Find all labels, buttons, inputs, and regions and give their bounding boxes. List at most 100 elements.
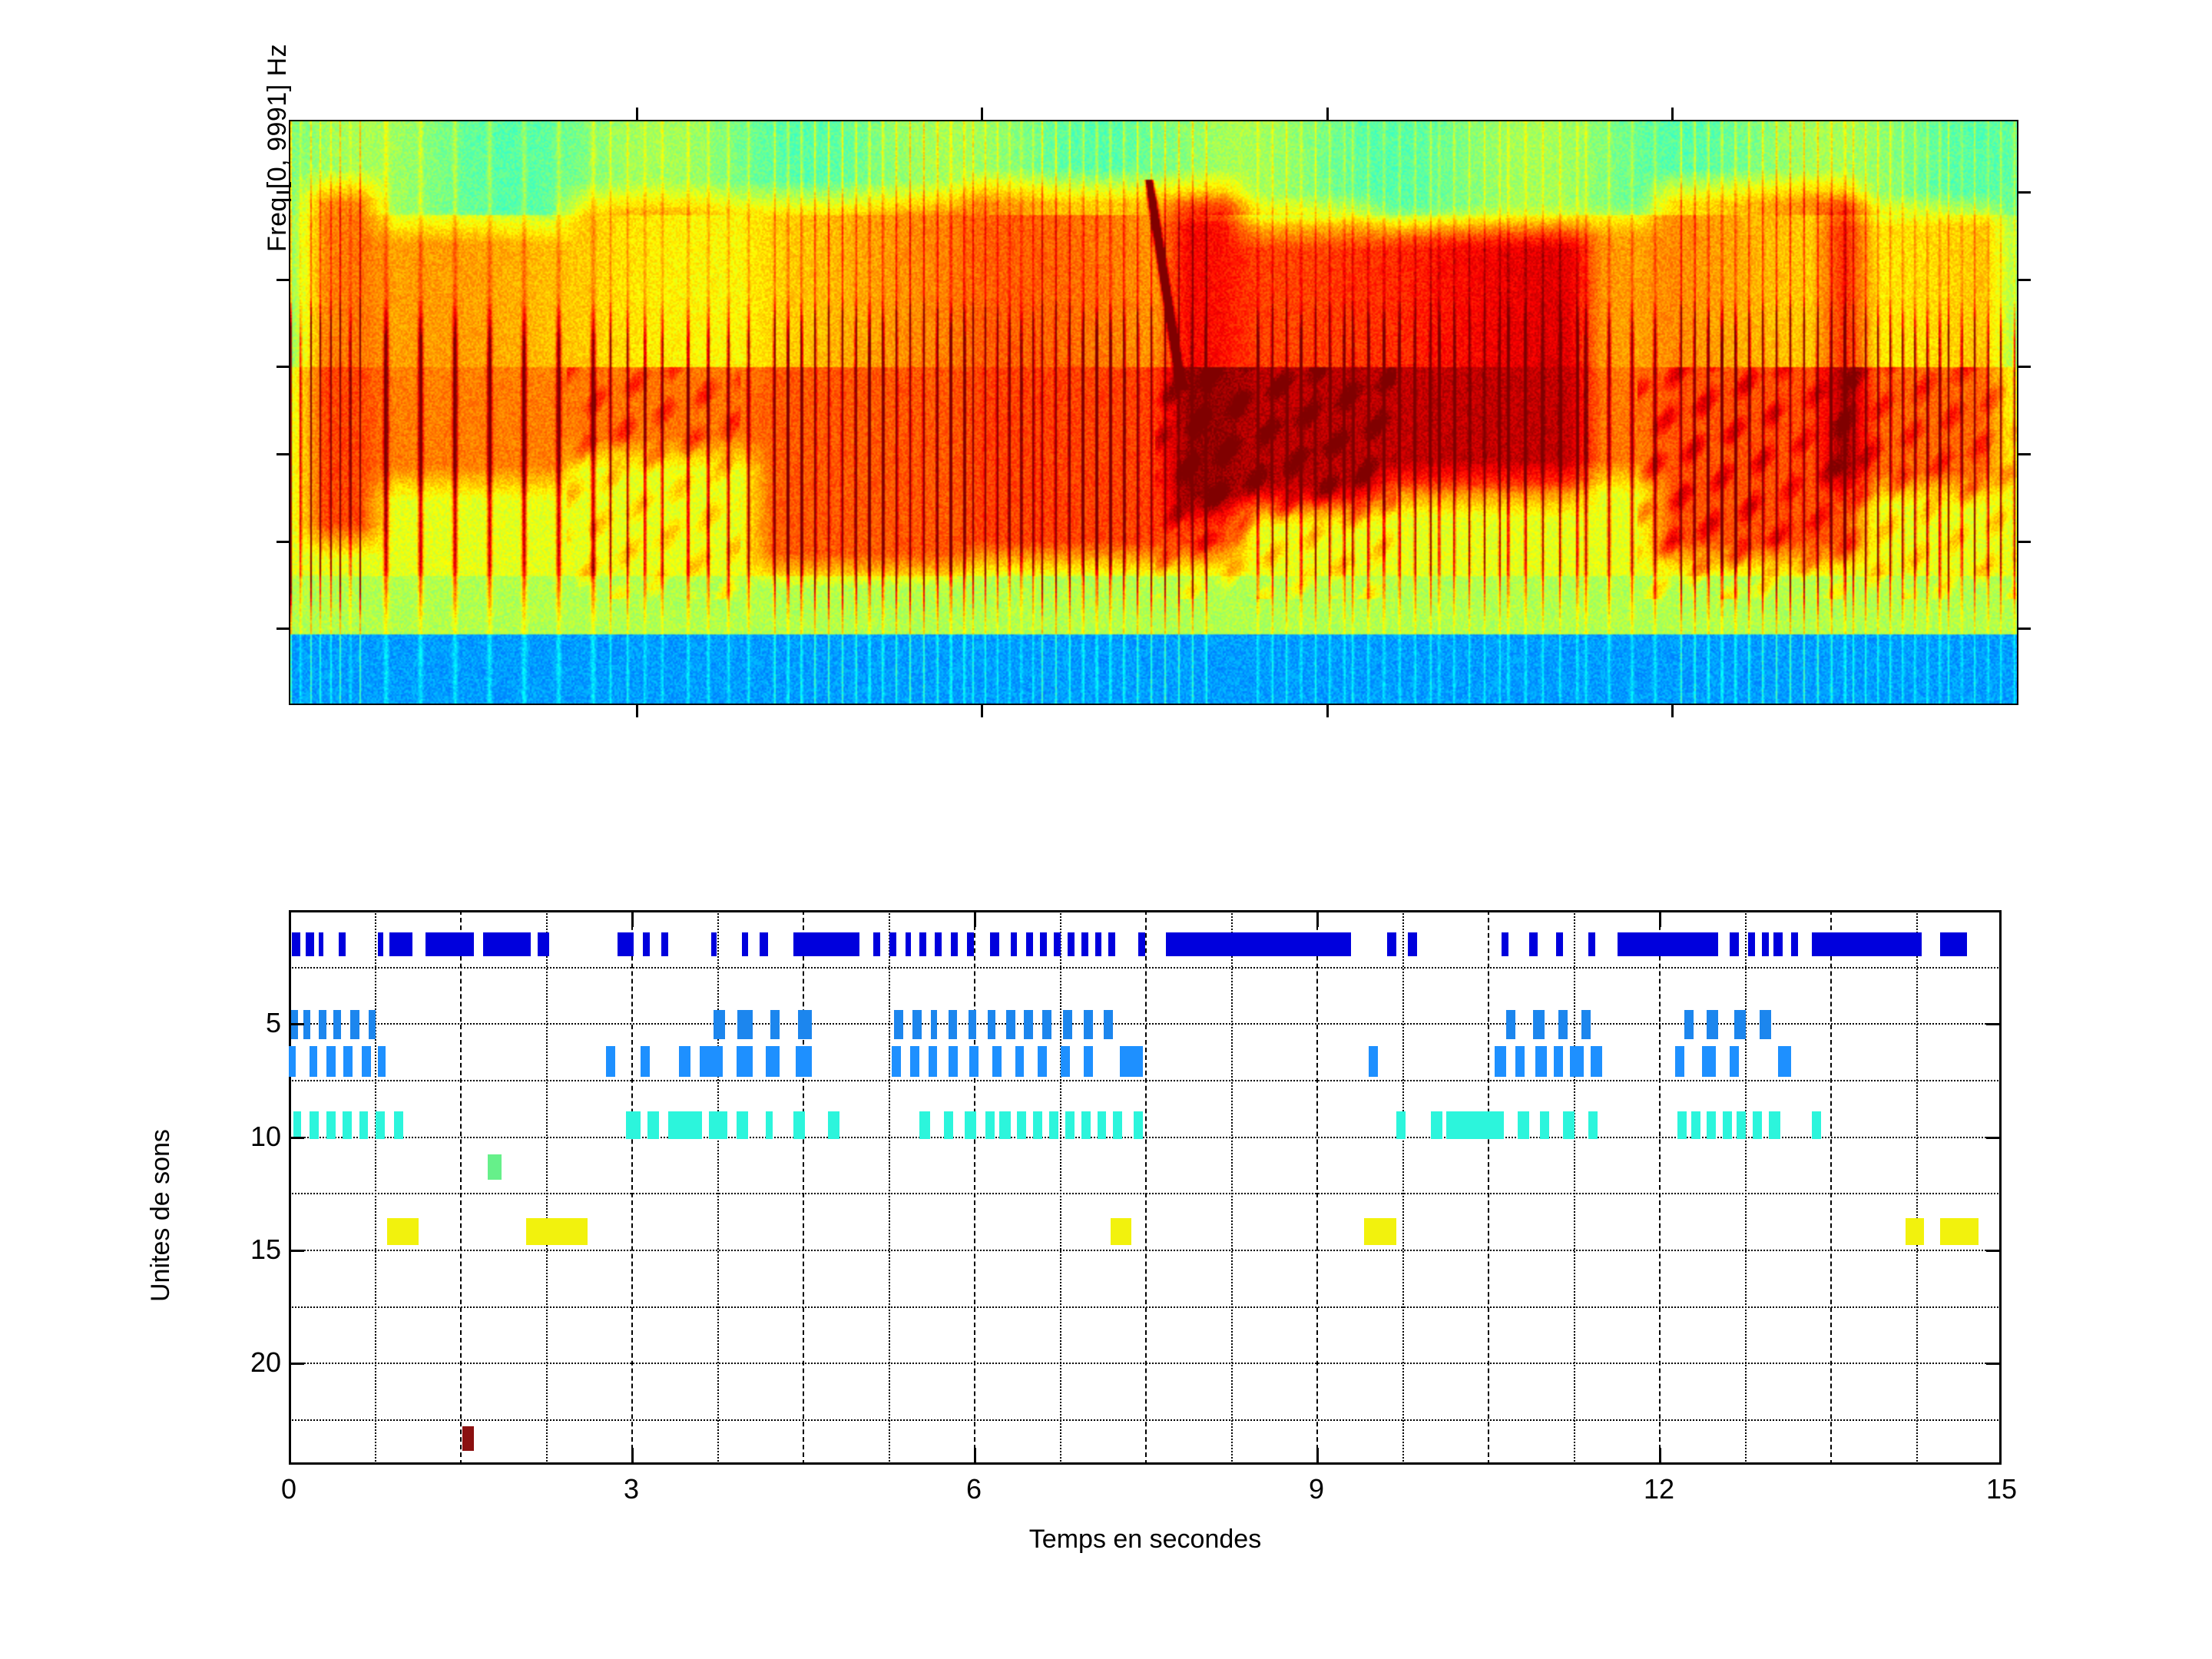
sound-unit-segment [1533,1009,1545,1039]
sound-unit-segment [1777,1045,1792,1077]
sound-unit-segment [309,1045,318,1077]
raster-y-tick [289,1250,304,1253]
spectrogram-y-tick-5 [276,628,290,631]
spectrogram-y-tick-0 [276,190,290,194]
sound-unit-segment [1024,1009,1034,1039]
sound-unit-segment [1120,1045,1143,1077]
spectrogram-y-tick-right-2 [2017,366,2031,369]
raster-x-tick-label: 15 [1985,1473,2018,1505]
sound-units-panel: Unites de sons Temps en secondes 5 10 15 20… [146,910,2017,1554]
sound-unit-segment [326,1111,336,1139]
sound-unit-segment [1812,1111,1822,1139]
spectrogram-y-tick-2 [276,366,290,369]
spectrogram-panel: Freq [0, 9991] Hz [263,44,2031,717]
sound-unit-segment [905,932,912,957]
sound-unit-segment [1010,932,1018,957]
sound-unit-segment [377,932,384,957]
sound-unit-segment [969,1045,979,1077]
sound-unit-segment [640,1045,650,1077]
sound-unit-segment [462,1426,474,1452]
sound-unit-segment [759,932,769,957]
sound-unit-segment [1759,1009,1771,1039]
sound-unit-segment [1038,1045,1048,1077]
sound-unit-segment [1702,1045,1717,1077]
raster-vertical-gridline [1573,910,1575,1465]
sound-unit-segment [1097,1111,1107,1139]
sound-unit-segment [928,1045,938,1077]
sound-unit-segment [1588,932,1595,957]
sound-unit-segment [951,932,959,957]
raster-y-tick-label: 15 [250,1233,281,1266]
sound-unit-segment [369,1009,376,1039]
raster-plot-area [289,910,2002,1465]
sound-unit-segment [1581,1009,1591,1039]
sound-unit-segment [326,1045,336,1077]
sound-unit-segment [1033,1111,1043,1139]
raster-y-tick-right [1986,1136,2002,1139]
sound-unit-segment [1730,932,1740,957]
sound-unit-segment [1026,932,1034,957]
raster-horizontal-gridline [289,1136,2002,1138]
raster-x-axis-label: Temps en secondes [1028,1525,1262,1554]
sound-unit-segment [318,1009,327,1039]
sound-unit-segment [714,1009,725,1039]
sound-unit-segment [339,932,346,957]
raster-vertical-gridline [631,910,633,1465]
sound-unit-segment [1407,932,1417,957]
spectrogram-y-tick-right-1 [2017,278,2031,281]
sound-unit-segment [1083,1009,1093,1039]
sound-unit-segment [1387,932,1397,957]
sound-unit-segment [742,932,748,957]
sound-unit-segment [1558,1009,1568,1039]
spectrogram-image [289,120,2018,705]
sound-unit-segment [292,932,300,957]
sound-unit-segment [667,1111,703,1139]
sound-unit-segment [625,1111,641,1139]
sound-unit-segment [289,1045,296,1077]
sound-unit-segment [1081,932,1088,957]
sound-unit-segment [793,1111,805,1139]
spectrogram-y-tick-4 [276,540,290,543]
sound-unit-segment [306,932,314,957]
sound-unit-segment [526,1217,588,1246]
sound-unit-segment [737,1009,753,1039]
sound-unit-segment [1065,1111,1075,1139]
raster-y-tick-label: 5 [265,1007,281,1039]
sound-unit-segment [985,1111,995,1139]
sound-unit-segment [1906,1217,1924,1246]
raster-x-tick-label: 0 [280,1473,297,1505]
sound-unit-segment [1396,1111,1406,1139]
sound-unit-segment [944,1111,954,1139]
raster-vertical-gridline [803,910,804,1465]
sound-unit-segment [679,1045,691,1077]
sound-unit-segment [1083,1045,1093,1077]
sound-unit-segment [1618,932,1719,957]
spectrogram-x-tick-bottom-2 [1326,704,1329,717]
sound-unit-segment [1563,1111,1575,1139]
sound-unit-segment [891,1045,901,1077]
spectrogram-x-tick-top-0 [635,108,638,121]
sound-unit-segment [1060,1045,1070,1077]
sound-unit-segment [935,932,942,957]
spectrogram-x-tick-bottom-3 [1671,704,1674,717]
sound-unit-segment [949,1045,959,1077]
raster-x-tick [1659,1448,1661,1465]
sound-unit-segment [1773,932,1783,957]
sound-unit-segment [487,1154,502,1180]
spectrogram-y-tick-right-3 [2017,453,2031,456]
sound-unit-segment [987,1009,996,1039]
sound-unit-segment [827,1111,839,1139]
sound-unit-segment [793,932,860,957]
raster-horizontal-gridline [289,1023,2002,1025]
sound-unit-segment [700,1045,723,1077]
sound-unit-segment [1015,1045,1025,1077]
sound-unit-segment [1505,1009,1515,1039]
raster-horizontal-gridline [289,966,2002,969]
raster-horizontal-gridline [289,1193,2002,1195]
sound-unit-segment [1134,1111,1144,1139]
sound-unit-segment [375,1111,385,1139]
sound-unit-segment [389,932,412,957]
sound-unit-segment [1528,932,1538,957]
sound-unit-segment [1556,932,1564,957]
sound-unit-segment [1369,1045,1379,1077]
